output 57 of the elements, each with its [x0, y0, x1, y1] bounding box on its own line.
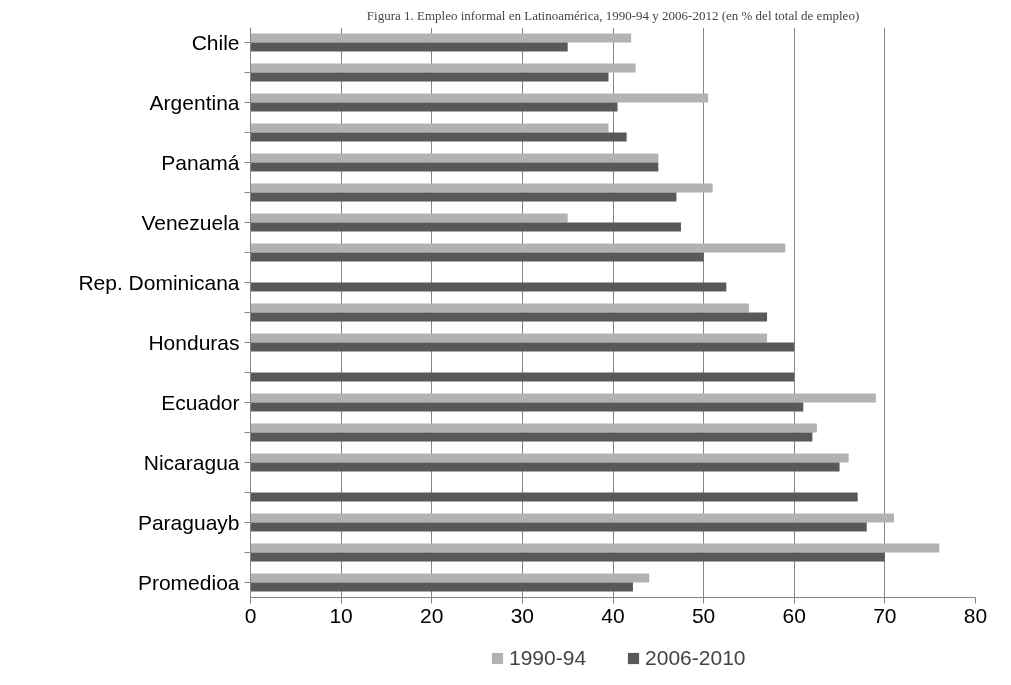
bar — [250, 543, 940, 553]
bar — [250, 402, 804, 412]
bar — [250, 303, 749, 313]
y-tick-label: Venezuela — [141, 211, 240, 234]
chart-title: Figura 1. Empleo informal en Latinoamérica, 1990-94 y 2006-2012 (en % del total de empleo) — [366, 7, 860, 23]
legend-label: 1990-94 — [509, 646, 587, 670]
bar — [250, 492, 858, 502]
bar — [250, 63, 636, 73]
y-tick-label: Honduras — [148, 331, 240, 354]
y-tick-label: Argentina — [149, 91, 240, 114]
x-tick-label: 40 — [601, 603, 625, 627]
y-tick-label: Panamá — [161, 151, 240, 174]
bar — [250, 213, 568, 223]
y-tick-label: Paraguayb — [137, 511, 240, 534]
bar — [250, 123, 609, 133]
bar — [250, 462, 840, 472]
y-tick-label: Chile — [191, 31, 240, 54]
bar — [250, 582, 633, 592]
legend-label: 2006-2010 — [645, 646, 746, 670]
x-tick-label: 80 — [963, 603, 988, 627]
bar — [250, 222, 681, 232]
bar — [250, 282, 727, 292]
bar — [250, 93, 709, 103]
y-tick-label: Rep. Dominicana — [78, 271, 240, 294]
bar — [250, 573, 650, 583]
bar — [250, 342, 795, 352]
bar — [250, 252, 704, 262]
bar — [250, 153, 659, 163]
y-tick-label: Nicaragua — [143, 451, 240, 474]
x-tick-label: 20 — [420, 603, 444, 627]
y-tick-label: Promedioa — [137, 571, 240, 594]
bar — [250, 513, 894, 523]
bar — [250, 33, 632, 43]
x-tick-label: 50 — [691, 603, 716, 627]
bar — [250, 102, 618, 112]
x-tick-label: 30 — [510, 603, 535, 627]
bar — [250, 72, 609, 82]
bar — [250, 432, 813, 442]
bar — [250, 333, 768, 343]
x-tick-label: 70 — [873, 603, 897, 627]
bar — [250, 552, 885, 562]
bar — [250, 393, 876, 403]
bar — [250, 132, 627, 142]
bar — [250, 522, 867, 532]
bar — [250, 423, 817, 433]
y-tick-label: Ecuador — [161, 391, 240, 414]
bar — [250, 42, 568, 52]
bar — [250, 162, 659, 172]
x-tick-label: 10 — [329, 603, 353, 627]
bar — [250, 183, 713, 193]
bar — [250, 453, 849, 463]
x-tick-label: 0 — [244, 603, 257, 627]
bar — [250, 243, 786, 253]
bar — [250, 192, 677, 202]
bar — [250, 372, 795, 382]
bar — [250, 312, 768, 322]
x-tick-label: 60 — [782, 603, 806, 627]
